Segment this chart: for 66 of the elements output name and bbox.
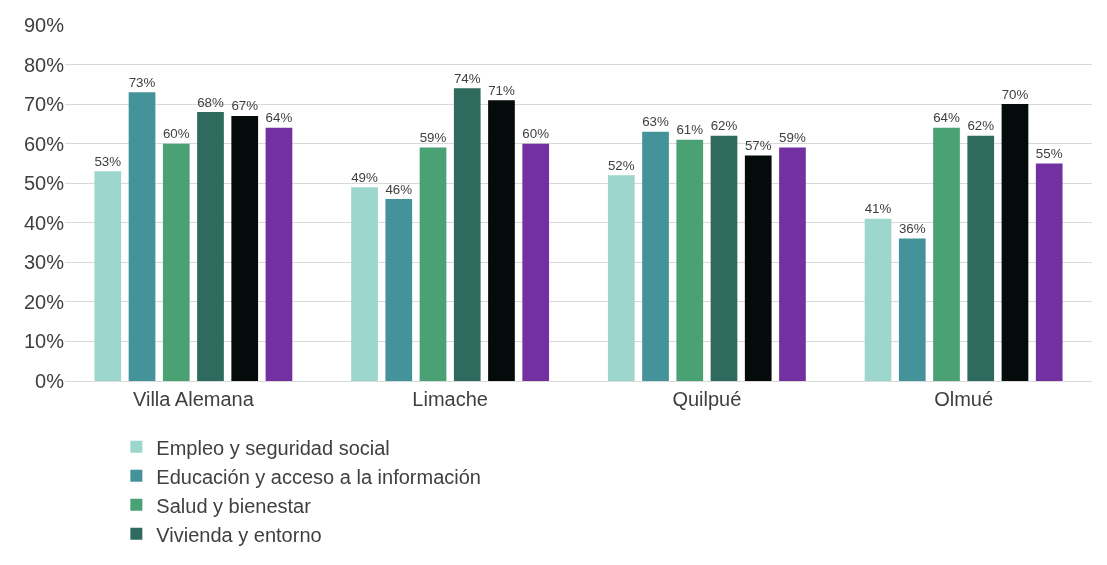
data-label: 53% [94, 153, 122, 169]
data-label: 55% [1035, 145, 1063, 161]
data-label: 68% [197, 94, 224, 110]
data-label: 59% [779, 130, 806, 146]
bar [1001, 104, 1029, 381]
legend-label: Salud y bienestar [156, 494, 312, 517]
data-label: 62% [967, 118, 995, 134]
bar [488, 100, 515, 381]
data-label: 63% [642, 114, 670, 130]
y-tick-label: 80% [23, 53, 65, 76]
data-label: 64% [265, 110, 293, 126]
data-label: 67% [231, 98, 259, 114]
bar [676, 139, 704, 381]
data-label: 73% [128, 74, 156, 90]
data-label: 36% [898, 221, 926, 237]
bar [898, 238, 926, 381]
x-tick-label: Quilpué [672, 388, 742, 410]
bar [864, 218, 892, 381]
data-label: 41% [864, 201, 892, 217]
y-tick-label: 10% [23, 330, 65, 353]
bar [642, 131, 669, 381]
bar [607, 175, 635, 381]
bar [453, 88, 481, 381]
y-tick-label: 40% [23, 211, 65, 234]
bar [385, 199, 413, 381]
bar [128, 92, 156, 381]
y-tick-label: 70% [23, 93, 65, 116]
y-tick-label: 60% [23, 132, 65, 155]
data-label: 49% [351, 169, 379, 185]
legend-label: Educación y acceso a la información [156, 465, 481, 488]
data-label: 71% [488, 82, 515, 98]
bar [162, 143, 190, 381]
bar [1035, 163, 1063, 381]
data-label: 61% [676, 122, 704, 138]
bar [231, 115, 259, 381]
bar [351, 187, 378, 381]
data-label: 59% [419, 130, 447, 146]
bar [779, 147, 806, 381]
data-label: 60% [522, 126, 550, 142]
data-label: 57% [744, 138, 772, 154]
legend-label: Vivienda y entorno [156, 523, 322, 546]
bar [419, 147, 447, 381]
data-label: 64% [933, 110, 960, 126]
data-label: 70% [1001, 86, 1029, 102]
y-tick-label: 0% [35, 370, 65, 392]
bar [522, 143, 550, 381]
bar [197, 112, 224, 381]
data-label: 74% [453, 70, 481, 86]
y-tick-label: 50% [23, 172, 65, 195]
y-tick-label: 20% [23, 290, 65, 313]
bar [265, 127, 293, 381]
y-tick-label: 30% [23, 251, 65, 274]
data-label: 52% [607, 157, 635, 173]
y-tick-label: 90% [23, 14, 65, 36]
bar [933, 127, 960, 381]
x-tick-label: Villa Alemana [132, 388, 255, 410]
bar [710, 135, 738, 381]
bar [967, 135, 995, 381]
x-tick-label: Limache [412, 388, 488, 410]
data-label: 60% [162, 126, 190, 142]
legend-label: Empleo y seguridad social [156, 436, 390, 459]
x-tick-label: Olmué [934, 388, 994, 410]
data-label: 62% [710, 118, 738, 134]
data-label: 46% [385, 181, 413, 197]
bar [94, 171, 122, 381]
bar [744, 155, 772, 381]
